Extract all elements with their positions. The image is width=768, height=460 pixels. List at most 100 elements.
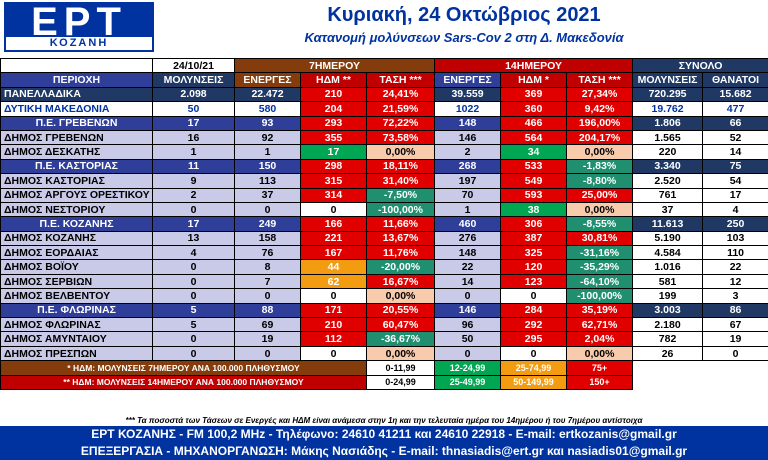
cell-value: 30,81%	[566, 230, 634, 247]
page-subtitle: Κατανομή μολύνσεων Sars-Cov 2 στη Δ. Μακ…	[304, 30, 624, 45]
cell-value: 0	[234, 201, 301, 218]
cell-value: 1.565	[632, 129, 704, 146]
cell-value: 4	[702, 201, 768, 218]
area-name: Π.Ε. ΚΑΣΤΟΡΙΑΣ	[0, 158, 153, 175]
legend-range: 50-149,99	[500, 374, 568, 390]
cell-value: 204,17%	[566, 129, 634, 146]
cell-value: 19	[234, 331, 301, 347]
cell-value: 22.472	[234, 86, 301, 103]
cell-value: 580	[234, 101, 301, 117]
cell-value: 477	[702, 101, 768, 117]
cell-value: 0	[152, 201, 235, 218]
cell-value: -8,55%	[566, 216, 634, 232]
cell-value: 17	[702, 187, 768, 203]
column-header: ΘΑΝΑΤΟΙ	[702, 72, 768, 88]
cell-value: 17	[300, 144, 367, 160]
header-columns-row: ΠΕΡΙΟΧΗ ΜΟΛΥΝΣΕΙΣ ΕΝΕΡΓΕΣ ΗΔΜ ** ΤΑΣΗ *** ΕΝΕ…	[0, 72, 768, 88]
cell-value: 196,00%	[566, 115, 634, 131]
cell-value: 27,34%	[566, 86, 634, 103]
cell-value: -64,10%	[566, 273, 634, 290]
cell-value: 250	[702, 216, 768, 232]
cell-value: 1	[152, 144, 235, 160]
legend-range: 150+	[566, 374, 634, 390]
cell-value: 0	[152, 345, 235, 362]
header-7day: 7ΗΜΕΡΟΥ	[233, 57, 436, 74]
cell-value: 14	[434, 273, 502, 290]
cell-value: 37	[234, 187, 301, 203]
cell-value: 564	[500, 129, 568, 146]
cell-value: 67	[702, 317, 768, 333]
cell-value: 3	[702, 288, 768, 304]
cell-value: 19	[702, 331, 768, 347]
cell-value: 1	[234, 144, 301, 160]
cell-value: 1.016	[632, 259, 704, 275]
cell-value: 69	[234, 317, 301, 333]
cell-value: 50	[152, 101, 235, 117]
cell-value: 22	[434, 259, 502, 275]
footer-credits: ΕΠΕΞΕΡΓΑΣΙΑ - ΜΗΧΑΝΟΡΓΑΝΩΣΗ: Μάκης Νασιά…	[0, 443, 768, 460]
cell-value: 1022	[434, 101, 502, 117]
cell-value: 123	[500, 273, 568, 290]
area-name: ΔΗΜΟΣ ΔΕΣΚΑΤΗΣ	[0, 144, 153, 160]
covid-table: 24/10/21 7ΗΜΕΡΟΥ 14ΗΜΕΡΟΥ ΣΥΝΟΛΟ ΠΕΡΙΟΧΗ…	[0, 57, 768, 390]
cell-value: 761	[632, 187, 704, 203]
cell-value: 0	[152, 259, 235, 275]
cell-value: 460	[434, 216, 502, 232]
cell-value: 62	[300, 273, 367, 290]
cell-value: 306	[500, 216, 568, 232]
cell-value: 7	[234, 273, 301, 290]
cell-value: 4	[152, 245, 235, 261]
cell-value: 0	[500, 288, 568, 304]
area-name: Π.Ε. ΓΡΕΒΕΝΩΝ	[0, 115, 153, 131]
cell-value: 72,22%	[365, 115, 436, 131]
cell-value: 0,00%	[566, 345, 634, 362]
cell-value: 0	[300, 288, 367, 304]
logo-main-text: ΕΡΤ	[31, 0, 127, 44]
area-name: ΔΗΜΟΣ ΑΜΥΝΤΑΙΟΥ	[0, 331, 153, 347]
column-header: ΤΑΣΗ ***	[365, 72, 436, 88]
column-header: ΜΟΛΥΝΣΕΙΣ	[152, 72, 235, 88]
cell-value: -20,00%	[365, 259, 436, 275]
cell-value: 16	[152, 129, 235, 146]
cell-value: 4.584	[632, 245, 704, 261]
area-name: ΔΗΜΟΣ ΒΟΪΟΥ	[0, 259, 153, 275]
area-name: ΔΗΜΟΣ ΒΕΛΒΕΝΤΟΥ	[0, 288, 153, 304]
table-row: ΔΗΜΟΣ ΑΡΓΟΥΣ ΟΡΕΣΤΙΚΟΥ 2 37 314 -7,50% 70 593 2…	[0, 187, 768, 203]
table-row: ΔΗΜΟΣ ΒΟΪΟΥ 0 8 44 -20,00% 22 120 -35,29% 1.016 2…	[0, 259, 768, 275]
cell-value: 284	[500, 302, 568, 319]
cell-value: 293	[300, 115, 367, 131]
cell-value: 0	[152, 331, 235, 347]
legend-row: ** ΗΔΜ: ΜΟΛΥΝΣΕΙΣ 14ΗΜΕΡΟΥ ΑΝΑ 100.000 Π…	[0, 374, 768, 390]
area-name: ΔΥΤΙΚΗ ΜΑΚΕΔΟΝΙΑ	[0, 101, 153, 117]
area-name: ΔΗΜΟΣ ΕΟΡΔΑΙΑΣ	[0, 245, 153, 261]
cell-value: 0	[702, 345, 768, 362]
cell-value: 210	[300, 86, 367, 103]
table-row: ΔΥΤΙΚΗ ΜΑΚΕΔΟΝΙΑ 50 580 204 21,59% 1022 360 9,4…	[0, 101, 768, 117]
cell-value: 387	[500, 230, 568, 247]
cell-value: 204	[300, 101, 367, 117]
cell-value: 360	[500, 101, 568, 117]
page-title: Κυριακή, 24 Οκτώβριος 2021	[327, 4, 601, 26]
area-name: ΔΗΜΟΣ ΝΕΣΤΟΡΙΟΥ	[0, 201, 153, 218]
header-date: 24/10/21	[152, 57, 235, 74]
cell-value: 11.613	[632, 216, 704, 232]
footer-contact: ΕΡΤ ΚΟΖΑΝΗΣ - FM 100,2 MHz - Τηλέφωνο: 2…	[0, 426, 768, 443]
cell-value: 298	[300, 158, 367, 175]
cell-value: 14	[702, 144, 768, 160]
cell-value: 199	[632, 288, 704, 304]
cell-value: 292	[500, 317, 568, 333]
table-row: Π.Ε. ΦΛΩΡΙΝΑΣ 5 88 171 20,55% 146 284 35,19% 3.0…	[0, 302, 768, 319]
cell-value: 549	[500, 173, 568, 189]
cell-value: 314	[300, 187, 367, 203]
page-header: ΕΡΤ ΚΟΖΑΝΗ Κυριακή, 24 Οκτώβριος 2021 Κα…	[0, 0, 768, 54]
cell-value: -8,80%	[566, 173, 634, 189]
cell-value: 581	[632, 273, 704, 290]
cell-value: 220	[632, 144, 704, 160]
cell-value: 34	[500, 144, 568, 160]
cell-value: 113	[234, 173, 301, 189]
cell-value: 92	[234, 129, 301, 146]
area-name: ΠΑΝΕΛΛΑΔΙΚΑ	[0, 86, 153, 103]
cell-value: 54	[702, 173, 768, 189]
cell-value: 18,11%	[365, 158, 436, 175]
cell-value: 197	[434, 173, 502, 189]
